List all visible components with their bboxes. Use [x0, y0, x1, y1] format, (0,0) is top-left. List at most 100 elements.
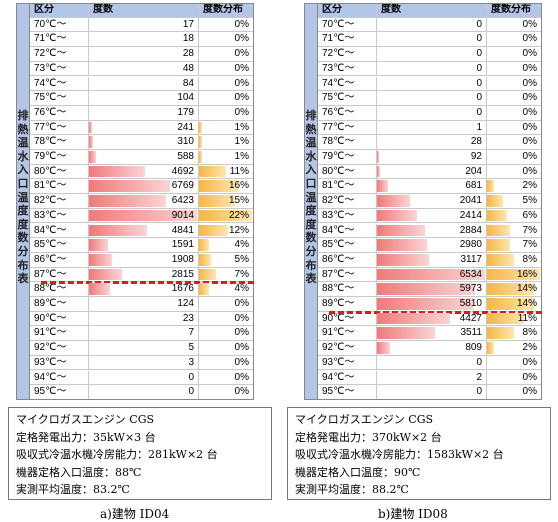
info-line: マイクロガスエンジン CGS: [16, 413, 155, 426]
column-header: 区分: [30, 3, 89, 18]
count-bar: [89, 268, 123, 281]
count-cell: 241: [89, 120, 199, 136]
info-line: 吸収式冷温水機冷房能力：1583kW×2 台: [295, 448, 504, 462]
distribution-cell: 0%: [199, 341, 254, 356]
count-cell: 0: [377, 105, 487, 121]
distribution-value: 8%: [522, 253, 537, 265]
distribution-value: 0%: [522, 62, 537, 74]
distribution-value: 22%: [228, 209, 249, 221]
vertical-header: 排熱温水入口温度度数分布表: [304, 3, 318, 400]
distribution-bar: [487, 283, 534, 295]
count-cell: 1: [377, 120, 487, 136]
distribution-cell: 2%: [487, 179, 542, 195]
count-bar: [377, 342, 390, 354]
distribution-cell: 0%: [487, 135, 542, 150]
range-cell: 82℃～83℃: [318, 194, 377, 209]
count-value: 1591: [171, 239, 194, 251]
distribution-cell: 0%: [487, 150, 542, 165]
distribution-value: 0%: [234, 298, 249, 309]
count-value: 1908: [171, 253, 194, 265]
range-cell: 71℃～72℃: [318, 32, 377, 48]
count-value: 5810: [459, 298, 482, 309]
vertical-header-char: 水: [17, 149, 29, 163]
distribution-value: 4%: [234, 239, 249, 251]
count-cell: 2815: [89, 267, 199, 283]
count-cell: 18: [89, 32, 199, 48]
count-value: 0: [476, 62, 482, 74]
count-cell: 3: [89, 355, 199, 371]
count-bar: [377, 239, 427, 251]
distribution-bar: [199, 239, 209, 251]
distribution-cell: 1%: [199, 135, 254, 150]
count-cell: 1908: [89, 252, 199, 268]
distribution-cell: 0%: [199, 32, 254, 48]
count-bar: [377, 195, 411, 207]
range-cell: 75℃～76℃: [30, 91, 89, 106]
distribution-value: 0%: [234, 312, 249, 324]
vertical-header-char: 排: [17, 109, 29, 122]
distribution-bar: [199, 195, 236, 207]
count-value: 0: [476, 77, 482, 89]
distribution-value: 0%: [234, 48, 249, 60]
distribution-bar: [487, 342, 494, 354]
count-cell: 92: [377, 150, 487, 165]
distribution-value: 0%: [522, 136, 537, 148]
range-cell: 73℃～74℃: [30, 61, 89, 77]
range-cell: 88℃～89℃: [30, 282, 89, 297]
distribution-value: 14%: [516, 298, 537, 309]
distribution-value: 0%: [234, 62, 249, 74]
count-bar: [89, 253, 112, 266]
range-cell: 87℃～88℃: [318, 267, 377, 283]
count-value: 1: [476, 121, 482, 133]
range-cell: 92℃～93℃: [318, 341, 377, 356]
count-cell: 310: [89, 135, 199, 150]
vertical-header-char: 数: [17, 231, 29, 245]
distribution-bar: [487, 268, 540, 281]
count-value: 23: [182, 312, 194, 324]
count-cell: 0: [377, 385, 487, 400]
distribution-bar: [487, 195, 504, 207]
count-value: 0: [476, 48, 482, 60]
distribution-cell: 0%: [199, 311, 254, 327]
count-value: 92: [470, 151, 482, 162]
distribution-cell: 2%: [487, 341, 542, 356]
count-cell: 681: [377, 179, 487, 195]
info-line: 吸収式冷温水機冷房能力：281kW×2 台: [16, 448, 218, 462]
vertical-header-char: 入: [17, 163, 29, 177]
range-cell: 93℃～94℃: [30, 355, 89, 371]
count-value: 4692: [171, 165, 194, 177]
count-value: 5973: [459, 283, 482, 295]
count-value: 2980: [459, 239, 482, 251]
distribution-cell: 0%: [199, 326, 254, 342]
distribution-cell: 0%: [199, 370, 254, 386]
distribution-value: 0%: [234, 386, 249, 398]
distribution-cell: 16%: [199, 179, 254, 195]
count-bar: [377, 298, 474, 310]
count-cell: 588: [89, 150, 199, 165]
distribution-value: 0%: [522, 371, 537, 383]
vertical-header-char: 布: [305, 258, 317, 272]
count-cell: 0: [377, 76, 487, 92]
distribution-bar: [487, 253, 514, 266]
range-cell: 85℃～86℃: [30, 238, 89, 253]
vertical-header-char: 温: [305, 136, 317, 150]
range-cell: 86℃～87℃: [318, 252, 377, 268]
range-cell: 73℃～74℃: [318, 61, 377, 77]
count-bar: [377, 165, 381, 178]
distribution-bar: [199, 283, 209, 295]
count-cell: 0: [377, 91, 487, 106]
count-cell: 809: [377, 341, 487, 356]
distribution-cell: 0%: [199, 105, 254, 121]
distribution-value: 0%: [234, 342, 249, 354]
range-cell: 93℃～94℃: [318, 355, 377, 371]
count-cell: 2884: [377, 223, 487, 239]
range-cell: 91℃～92℃: [30, 326, 89, 342]
info-line: 実測平均温度：88.2℃: [295, 483, 409, 497]
count-value: 17: [182, 18, 194, 30]
count-value: 48: [182, 62, 194, 74]
distribution-cell: 12%: [199, 223, 254, 239]
count-cell: 204: [377, 164, 487, 180]
distribution-cell: 0%: [199, 297, 254, 312]
range-cell: 83℃～84℃: [318, 208, 377, 224]
distribution-bar: [199, 253, 212, 266]
